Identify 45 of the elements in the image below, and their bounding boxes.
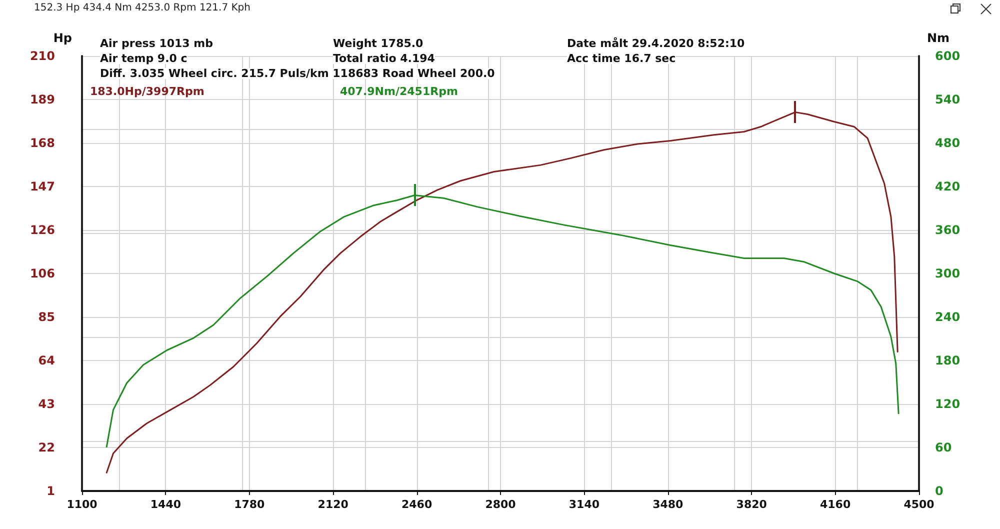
y2-tick-label: 240 xyxy=(935,310,960,324)
y2-tick-label: 300 xyxy=(935,266,960,280)
y-tick-label: 64 xyxy=(38,354,55,368)
y2-tick-label: 180 xyxy=(935,354,960,368)
x-tick-label: 3480 xyxy=(652,498,684,511)
annotation: Total ratio 4.194 xyxy=(333,52,436,65)
y2-tick-label: 60 xyxy=(935,440,952,454)
x-tick-label: 2120 xyxy=(318,498,349,511)
y-tick-label: 85 xyxy=(38,310,55,324)
annotation: 407.9Nm/2451Rpm xyxy=(340,85,458,98)
y2-tick-label: 0 xyxy=(935,484,944,498)
text: 152.3 Hp 434.4 Nm 4253.0 Rpm 121.7 Kph xyxy=(34,2,250,14)
annotation: Air temp 9.0 c xyxy=(100,52,188,65)
x-tick-label: 3820 xyxy=(736,498,768,511)
x-tick-label: 2800 xyxy=(485,498,516,511)
y-tick-label: 43 xyxy=(38,397,55,411)
y-tick-label: 106 xyxy=(30,266,55,280)
text: Date målt 29.4.2020 8:52:10 xyxy=(567,37,746,50)
text: Weight 1785.0 xyxy=(333,37,424,50)
y-tick-label: 22 xyxy=(38,440,55,454)
y2-tick-label: 600 xyxy=(935,49,960,63)
y-tick-label: 147 xyxy=(30,180,55,194)
annotation: 183.0Hp/3997Rpm xyxy=(90,85,204,98)
x-tick-label: 3140 xyxy=(568,498,600,511)
y-tick-label: 210 xyxy=(30,49,55,63)
y-tick-label: 189 xyxy=(30,92,55,106)
y2-tick-label: 540 xyxy=(935,92,960,106)
y2-tick-label: 360 xyxy=(935,223,960,237)
y2-tick-label: 120 xyxy=(935,397,960,411)
annotation: Acc time 16.7 sec xyxy=(567,52,676,65)
y2-axis-title: Nm xyxy=(927,31,950,45)
x-tick-label: 1440 xyxy=(150,498,182,511)
text: Air press 1013 mb xyxy=(100,37,214,50)
y2-tick-label: 420 xyxy=(935,180,960,194)
y-tick-label: 168 xyxy=(30,136,55,150)
y-tick-label: 1 xyxy=(46,484,55,498)
x-tick-label: 4160 xyxy=(820,498,851,511)
x-tick-label: 1100 xyxy=(66,498,98,511)
y-axis-title: Hp xyxy=(53,31,72,45)
x-tick-label: 2460 xyxy=(401,498,432,511)
x-tick-label: 4500 xyxy=(904,498,935,511)
y2-tick-label: 480 xyxy=(935,136,960,150)
x-tick-label: 1780 xyxy=(234,498,266,511)
y-tick-label: 126 xyxy=(30,223,55,237)
annotation: Diff. 3.035 Wheel circ. 215.7 Puls/km 118683 Road Wheel 200.0 xyxy=(100,67,496,80)
